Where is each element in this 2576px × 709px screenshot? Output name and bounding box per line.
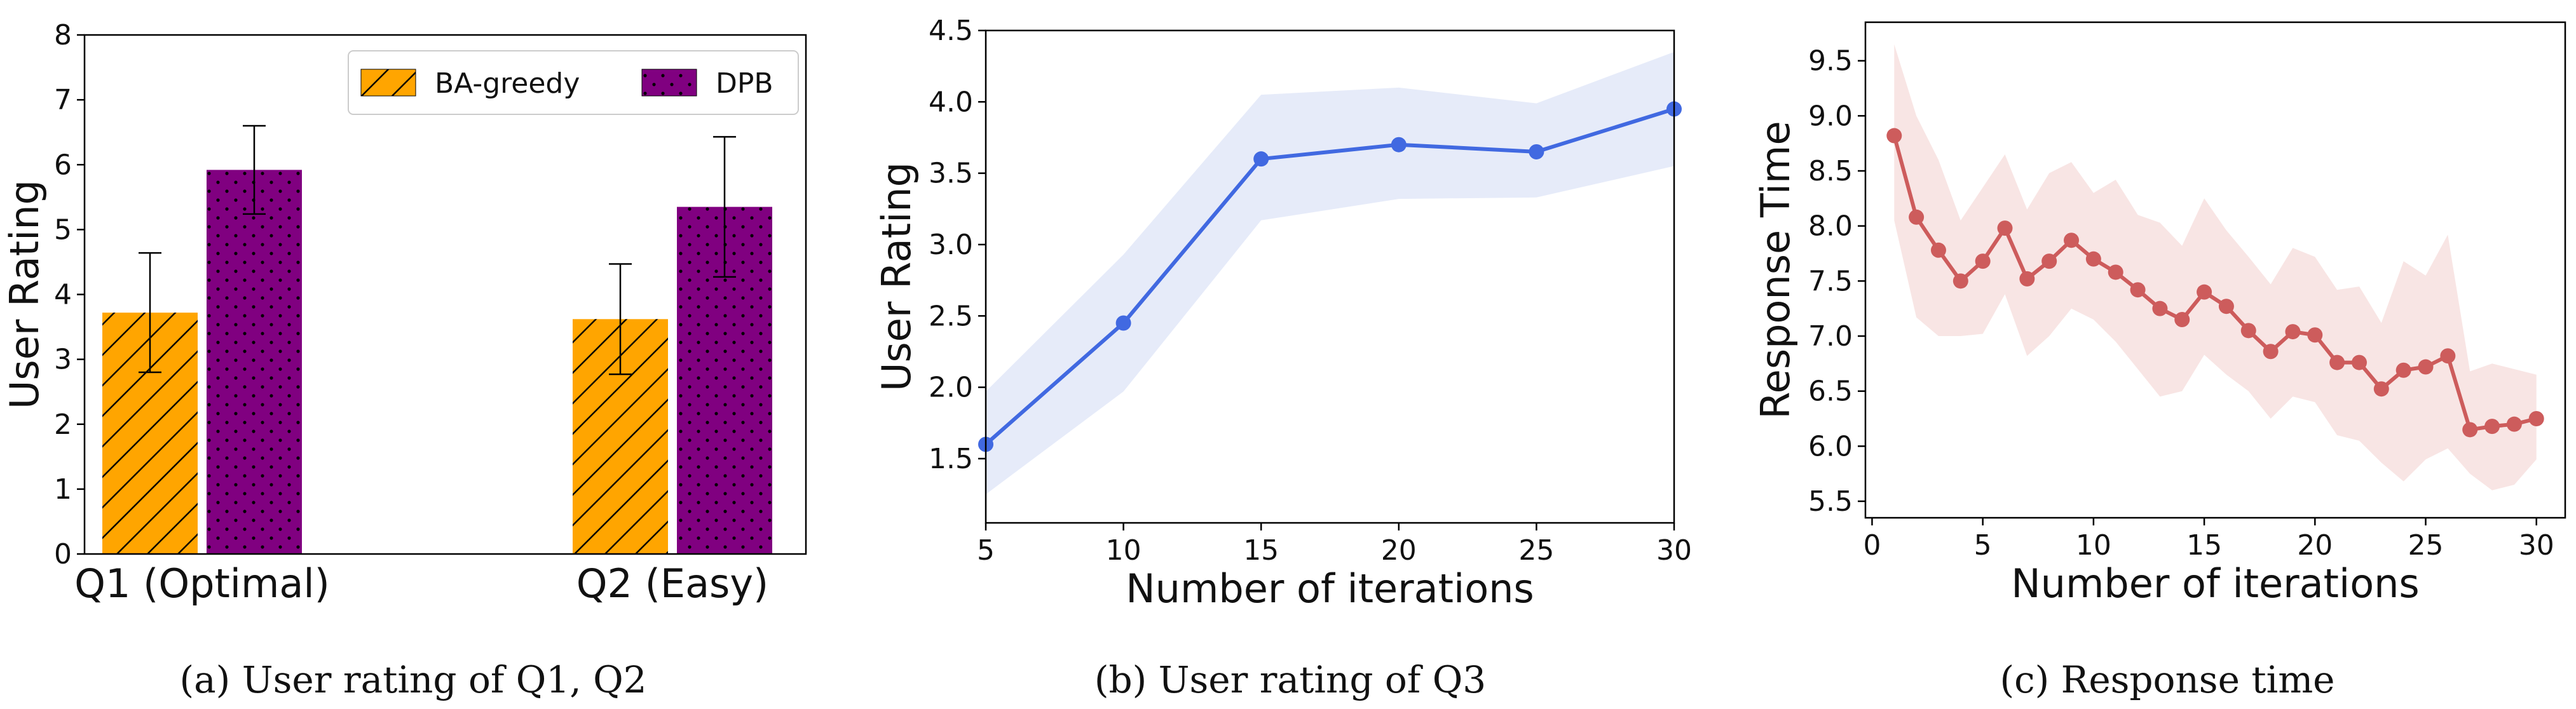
y-tick-label-b: 2.5 xyxy=(929,300,973,332)
x-tick-label-c: 25 xyxy=(2408,529,2443,562)
y-axis-title-c: Response Time xyxy=(1752,121,1799,419)
data-point-c xyxy=(2085,251,2101,267)
data-point-c xyxy=(2218,299,2234,314)
legend-swatch-hatch xyxy=(642,69,697,96)
y-tick-label-a: 3 xyxy=(54,344,72,376)
panel-c-line-chart: 0 5 10 15 20 25 30 5.5 6.0 6.5 7.0 7.5 8.0 8.5 9.0 9.5 N… xyxy=(1752,21,2566,607)
y-tick-label-a: 8 xyxy=(54,19,72,51)
confidence-band-b xyxy=(986,51,1674,495)
x-axis-title-c: Number of iterations xyxy=(2011,560,2419,607)
axes-frame-a xyxy=(83,34,807,555)
y-tick-label-c: 5.5 xyxy=(1808,485,1853,518)
caption-b: (b) User rating of Q3 xyxy=(1094,658,1486,701)
data-point-c xyxy=(2528,411,2544,426)
data-point-c xyxy=(1975,253,1991,269)
data-point-c xyxy=(2064,233,2080,248)
data-point-c xyxy=(1930,242,1946,258)
x-tick-label-b: 5 xyxy=(977,534,995,567)
y-tick-label-c: 7.0 xyxy=(1808,320,1853,353)
x-category-label: Q1 (Optimal) xyxy=(74,560,330,607)
y-tick-label-b: 4.0 xyxy=(929,86,973,118)
data-point-c xyxy=(2130,282,2146,298)
data-point-c xyxy=(2285,324,2301,340)
x-tick-label-b: 20 xyxy=(1381,534,1417,567)
x-tick-label-b: 30 xyxy=(1656,534,1692,567)
data-point-c xyxy=(2418,359,2434,375)
x-tick-label-c: 10 xyxy=(2076,529,2111,562)
y-tick-label-a: 2 xyxy=(54,409,72,441)
x-tick-label-c: 20 xyxy=(2297,529,2333,562)
y-tick-label-c: 7.5 xyxy=(1808,265,1853,297)
axes-frame-b xyxy=(985,29,1675,524)
axes-frame-c xyxy=(1864,21,2566,519)
y-axis-title-b: User Rating xyxy=(873,162,920,391)
data-point-c xyxy=(2329,354,2345,370)
data-point-c xyxy=(2108,264,2123,280)
y-tick-label-b: 2.0 xyxy=(929,372,973,404)
caption-a: (a) User rating of Q1, Q2 xyxy=(179,658,646,701)
data-point-b xyxy=(1115,315,1131,331)
legend-swatch-hatch xyxy=(361,69,416,96)
data-point-c xyxy=(2440,348,2456,364)
caption-c: (c) Response time xyxy=(2000,658,2334,701)
data-point-c xyxy=(1997,220,2013,236)
data-point-b xyxy=(1529,144,1544,159)
y-tick-label-a: 4 xyxy=(54,279,72,311)
x-tick-label-b: 25 xyxy=(1518,534,1554,567)
data-point-c xyxy=(1952,273,1968,289)
data-point-b xyxy=(1391,137,1407,152)
series-line-b xyxy=(985,107,1675,446)
data-point-c xyxy=(2373,381,2389,397)
bar-hatch-dpb xyxy=(207,170,302,554)
data-point-c xyxy=(2395,362,2411,378)
x-axis-title-b: Number of iterations xyxy=(1126,565,1534,612)
data-point-c xyxy=(2484,419,2500,435)
data-point-c xyxy=(2506,416,2522,432)
y-tick-label-c: 9.5 xyxy=(1808,45,1853,78)
data-point-c xyxy=(2174,312,2190,327)
data-point-c xyxy=(1886,128,1902,144)
y-tick-label-a: 0 xyxy=(54,538,72,571)
y-axis-title-a: User Rating xyxy=(1,180,48,409)
y-tick-label-c: 9.0 xyxy=(1808,100,1853,132)
x-tick-label-c: 0 xyxy=(1863,529,1881,562)
data-point-c xyxy=(2041,253,2057,269)
y-tick-label-a: 1 xyxy=(54,473,72,506)
x-tick-label-c: 30 xyxy=(2519,529,2554,562)
data-point-c xyxy=(2019,271,2035,287)
y-tick-label-a: 7 xyxy=(54,84,72,116)
y-tick-label-c: 6.0 xyxy=(1808,430,1853,463)
y-tick-label-c: 6.5 xyxy=(1808,375,1853,408)
data-point-c xyxy=(2462,422,2478,438)
x-tick-label-b: 15 xyxy=(1243,534,1279,567)
y-tick-label-a: 6 xyxy=(54,149,72,181)
data-point-c xyxy=(2263,344,2279,360)
confidence-band-c xyxy=(1894,44,2537,490)
y-tick-label-b: 4.5 xyxy=(929,15,973,47)
legend-label-dpb: DPB xyxy=(716,67,773,100)
data-point-c xyxy=(2307,327,2323,343)
x-tick-label-c: 15 xyxy=(2186,529,2222,562)
data-point-c xyxy=(2197,284,2212,300)
y-tick-label-b: 3.5 xyxy=(929,158,973,190)
x-tick-label-c: 5 xyxy=(1974,529,1992,562)
panel-a-bar-chart: 0 1 2 3 4 5 6 7 8 Q1 (Optimal) Q2 (Easy) User Ratin… xyxy=(1,19,807,607)
y-tick-label-b: 1.5 xyxy=(929,443,973,475)
panel-b-line-chart: 5 10 15 20 25 30 1.5 2.0 2.5 3.0 3.5 4.0 4.5 Number o… xyxy=(873,15,1692,612)
y-tick-label-b: 3.0 xyxy=(929,229,973,261)
data-point-c xyxy=(2152,300,2168,316)
data-point-b xyxy=(1253,151,1269,167)
y-tick-label-a: 5 xyxy=(54,213,72,246)
x-tick-label-b: 10 xyxy=(1106,534,1141,567)
data-point-c xyxy=(2351,354,2367,370)
x-category-label: Q2 (Easy) xyxy=(576,560,769,607)
legend-box xyxy=(348,50,799,115)
data-point-c xyxy=(2240,323,2256,339)
y-tick-label-c: 8.0 xyxy=(1808,210,1853,243)
data-point-c xyxy=(1909,209,1925,225)
y-tick-label-c: 8.5 xyxy=(1808,155,1853,187)
legend-label-ba-greedy: BA-greedy xyxy=(435,67,580,100)
